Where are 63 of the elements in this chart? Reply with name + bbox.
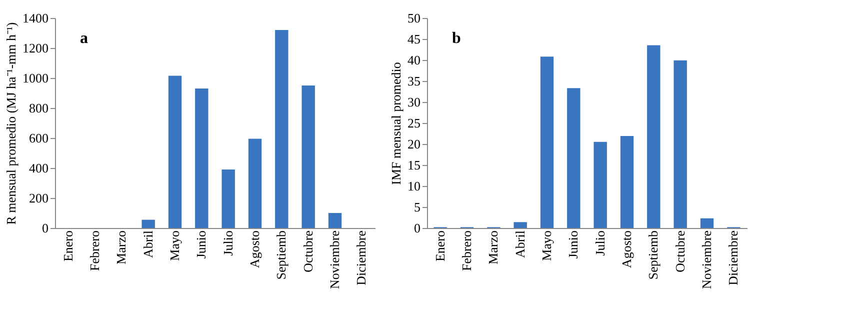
x-tick-label: Noviembre [327, 230, 342, 289]
y-tick-label: 50 [408, 10, 420, 26]
x-tick-label: Junio [194, 230, 209, 259]
y-tick-label: 1200 [22, 40, 48, 56]
x-tick-label: Septiemb [646, 230, 661, 280]
y-tick-label: 40 [408, 52, 420, 68]
bar [514, 222, 527, 228]
bar [700, 218, 714, 228]
x-tick-label: Enero [60, 230, 76, 262]
x-tick-label: Octubre [300, 230, 316, 272]
x-tick-label: Febrero [459, 230, 474, 271]
bar [674, 60, 687, 228]
y-tick-label: 20 [408, 136, 420, 152]
bar [195, 88, 208, 228]
bar [302, 86, 315, 228]
x-tick-label: Agosto [247, 230, 262, 268]
bar [248, 138, 262, 228]
y-tick-label: 0 [414, 220, 420, 236]
x-tick-label: Julio [592, 230, 608, 256]
x-tick-label: Octubre [672, 230, 688, 272]
x-tick-label: Diciembre [354, 230, 369, 286]
bar [540, 56, 554, 228]
annotation: a [80, 30, 88, 47]
x-tick-label: Noviembre [699, 230, 714, 289]
x-tick-label: Abril [140, 230, 156, 258]
x-tick-label: Abril [512, 230, 528, 258]
annotation: b [452, 30, 461, 47]
y-tick-label: 15 [408, 158, 420, 172]
x-tick-label: Mayo [539, 230, 554, 261]
bar [328, 213, 342, 228]
y-tick-label: 10 [408, 178, 420, 194]
bar [620, 136, 634, 228]
bar [275, 30, 288, 228]
y-tick-label: 800 [29, 100, 48, 116]
y-tick-label: 30 [408, 94, 420, 110]
bar [647, 45, 660, 228]
y-tick-label: 35 [408, 74, 420, 88]
y-tick-label: 1400 [22, 10, 48, 26]
y-tick-label: 600 [29, 130, 48, 146]
x-tick-label: Julio [220, 230, 236, 256]
y-axis-title: IMF mensual promedio [388, 62, 404, 185]
y-tick-label: 0 [42, 220, 48, 236]
x-tick-label: Marzo [114, 230, 129, 264]
y-tick-label: 45 [408, 32, 420, 46]
y-tick-label: 200 [29, 190, 48, 206]
x-tick-label: Enero [432, 230, 448, 262]
y-axis-title: R mensual promedio (MJ ha⁻¹-mm h⁻¹) [4, 22, 18, 225]
y-tick-label: 25 [408, 116, 420, 130]
x-tick-label: Junio [566, 230, 581, 259]
bar [594, 142, 607, 228]
x-tick-label: Marzo [486, 230, 501, 264]
bar [168, 76, 182, 228]
bar [222, 170, 235, 228]
x-tick-label: Mayo [167, 230, 182, 261]
y-tick-label: 400 [29, 160, 48, 176]
y-tick-label: 5 [414, 200, 420, 214]
y-tick-label: 1000 [22, 70, 48, 86]
x-tick-label: Agosto [619, 230, 634, 268]
bar [567, 88, 580, 228]
x-tick-label: Febrero [87, 230, 102, 271]
bar [142, 220, 155, 228]
x-tick-label: Diciembre [726, 230, 741, 286]
x-tick-label: Septiemb [274, 230, 289, 280]
